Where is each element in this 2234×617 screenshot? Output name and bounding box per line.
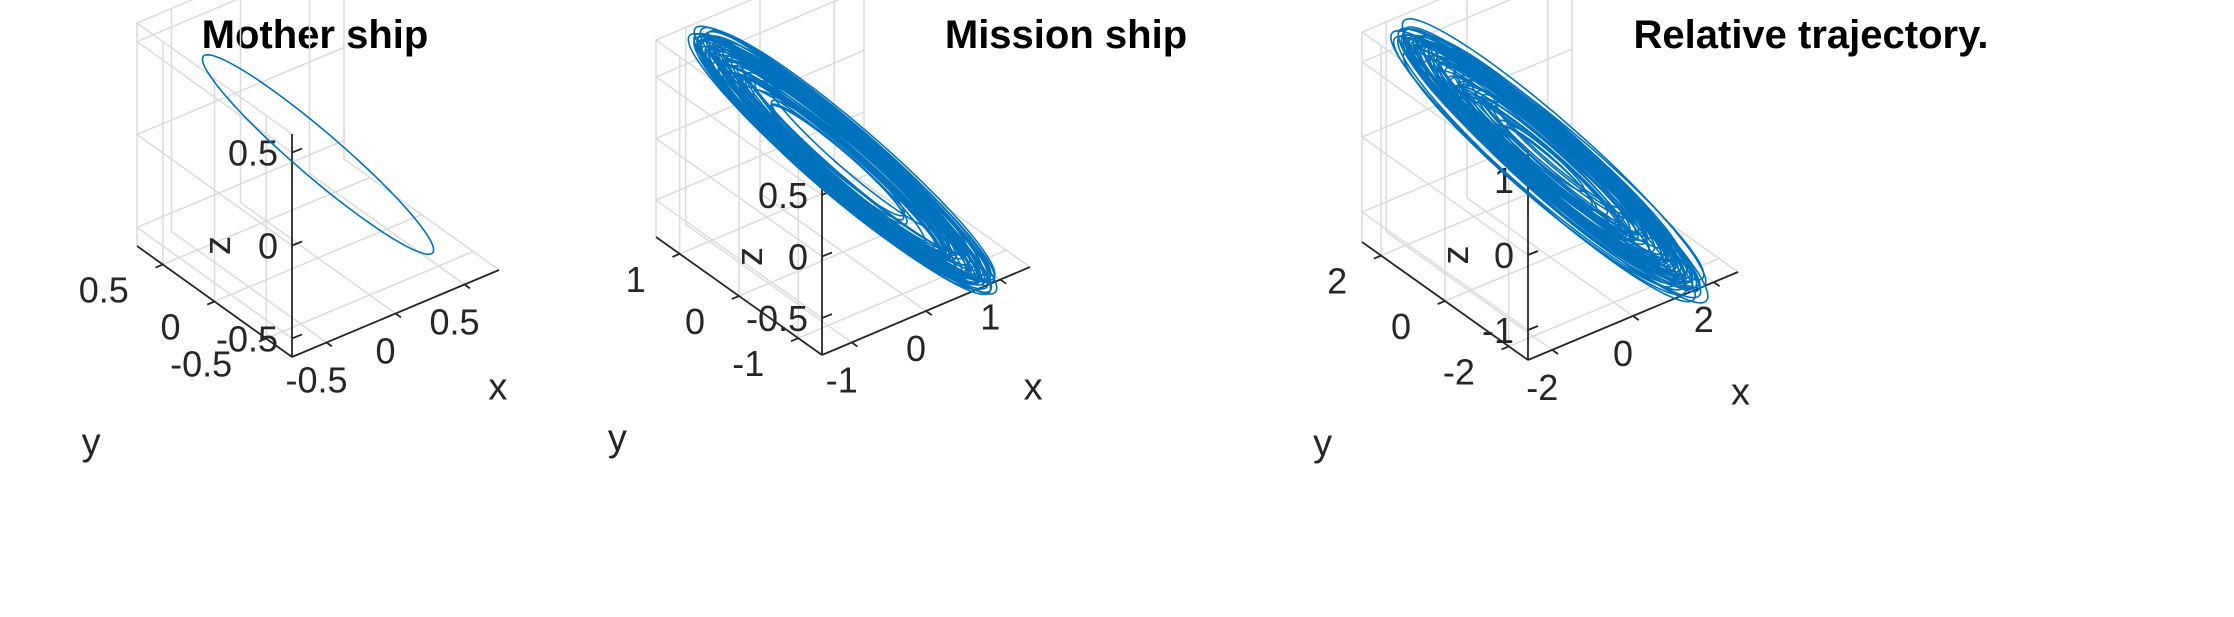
y-tick [1501,345,1510,351]
gridline-x [308,0,465,286]
y-tick-label: 0 [1391,306,1411,347]
x-axis-label: x [1024,367,1043,409]
z-tick-label: -1 [1482,310,1514,351]
z-tick-label: 0 [1494,235,1514,276]
z-axis-label: z [197,236,239,255]
z-tick [291,240,303,247]
x-tick [463,283,471,290]
gridline-y [213,78,422,303]
x-tick [1551,349,1559,355]
x-tick-label: -2 [1526,367,1558,408]
x-tick [394,312,402,319]
y-tick-label: 0.5 [79,270,129,311]
x-tick-label: 0 [1613,333,1633,374]
y-tick [1373,254,1382,260]
x-tick-label: 0 [375,331,395,372]
x-tick-label: -1 [826,359,858,400]
y-axis-label: y [608,417,627,459]
trajectory-loop [739,77,951,261]
chart-title: Relative trajectory. [1634,13,1989,57]
x-tick-label: 0 [906,328,926,369]
trajectory-loop [728,64,952,259]
z-tick [1527,250,1539,256]
y-tick [790,337,799,343]
x-axis-label: x [488,366,507,408]
gridline-x [684,27,853,344]
trajectory-loop [687,32,985,291]
y-tick-label: -1 [732,343,764,384]
y-tick-label: -0.5 [170,344,232,385]
z-tick-label: -0.5 [746,298,808,339]
trajectory-loop [1452,90,1631,242]
y-axis-label: y [1313,422,1332,464]
z-tick-label: 0 [258,226,278,267]
x-tick [325,341,333,348]
z-tick [821,251,833,258]
x-tick-label: 2 [1694,299,1714,340]
x-tick-label: 0.5 [429,302,479,343]
y-tick [1437,300,1446,305]
z-tick [1527,325,1539,331]
z-axis-label: z [1435,246,1477,265]
z-tick-label: 0.5 [758,175,808,216]
gridline-x [170,8,327,344]
x-tick [999,278,1007,285]
trajectory-loop [1448,84,1635,248]
trajectory-loop [1419,44,1701,293]
trajectory-loop [716,54,951,258]
y-tick [258,337,267,343]
z-tick-label: 0.5 [228,133,278,174]
trajectory-loop [1401,28,1709,304]
trajectory-loop [722,71,945,265]
z-tick [821,313,833,319]
trajectory-loop [711,40,985,278]
chart-title: Mission ship [945,13,1187,57]
x-tick [1632,315,1640,321]
trajectory-loop [707,48,980,285]
trajectory-loop [697,38,980,284]
y-tick [155,263,164,269]
x-tick [925,310,933,316]
gridline-x [1385,21,1553,351]
x-tick-label: -0.5 [285,360,347,401]
y-tick-label: 2 [1327,261,1347,302]
x-tick [1713,281,1721,288]
y-tick [731,295,740,300]
y-axis-label: y [82,421,101,463]
trajectory-series [687,25,998,296]
y-tick [672,253,681,258]
z-tick-label: -0.5 [216,318,278,359]
x-axis-label: x [1731,372,1750,414]
y-tick-label: -2 [1443,351,1475,392]
trajectory-loop [1436,69,1667,264]
x-tick [851,341,859,348]
trajectory-loop [1405,38,1700,289]
z-tick [291,147,303,154]
trajectory-series [201,53,435,256]
y-tick-label: 1 [626,259,646,300]
y-tick [206,300,215,306]
trajectory-loop [1430,43,1677,261]
chart-title: Mother ship [202,13,429,57]
trajectory-series [1390,17,1709,304]
trajectory-loop [1396,34,1697,303]
z-tick [291,333,303,340]
z-tick-label: 0 [788,237,808,278]
y-tick-label: 0 [160,307,180,348]
pane-edge-right [343,0,500,271]
z-axis-label: z [729,247,771,266]
trajectory-loop [201,53,435,256]
y-tick-label: 0 [685,301,705,342]
trajectory-loop [740,57,969,257]
trajectory-loop [1473,95,1618,224]
x-tick-label: 1 [980,297,1000,338]
trajectory-loop [1417,34,1705,281]
trajectory-loop [1481,93,1631,220]
gridline-x [239,0,396,315]
